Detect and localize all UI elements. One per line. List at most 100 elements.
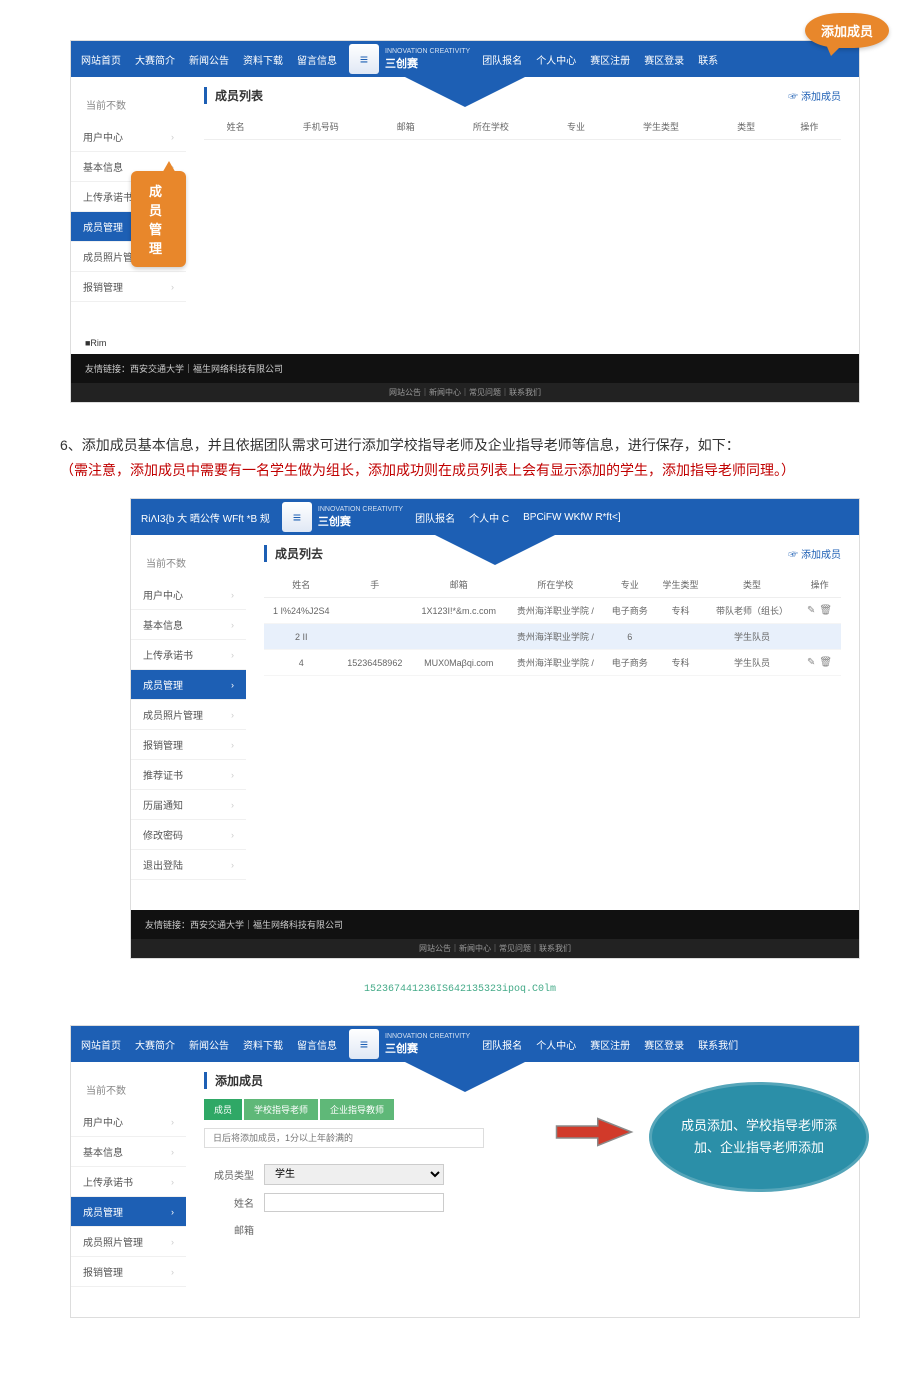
edit-icon[interactable]: ✎ (807, 657, 815, 668)
table-cell: 2 II (264, 624, 338, 650)
table-cell-ops: ✎🗑 (798, 650, 841, 676)
add-member-link[interactable]: ☞ 添加成员 (788, 546, 841, 561)
screenshot-2: RiΛI3{b 大 晒公传 WFft *B 规 ≡ INNOVATION CRE… (130, 498, 860, 959)
edit-icon[interactable]: ✎ (807, 605, 815, 616)
select-member-type[interactable]: 学生 (264, 1164, 444, 1185)
hint-input[interactable] (204, 1128, 484, 1148)
sidebar-item[interactable]: 用户中心› (71, 122, 186, 152)
chevron-right-icon: › (231, 680, 234, 690)
table-header-row-1: 姓名手机号码邮箱所在学校专业学生类型类型操作 (204, 114, 841, 140)
nav-item[interactable]: 联系 (698, 52, 718, 67)
table-header-cell: 手机号码 (267, 114, 374, 140)
top-nav-2: RiΛI3{b 大 晒公传 WFft *B 规 ≡ INNOVATION CRE… (131, 499, 859, 535)
tab-school-teacher[interactable]: 学校指导老师 (244, 1099, 318, 1120)
nav-item[interactable]: 赛区注册 (590, 1037, 630, 1052)
nav-item[interactable]: 新闻公告 (189, 1037, 229, 1052)
sidebar-item[interactable]: 成员管理› (71, 1197, 186, 1227)
sidebar-item[interactable]: 上传承诺书› (71, 1167, 186, 1197)
nav-triangle (405, 1062, 525, 1092)
table-row: 4 15236458962MUX0Maβqi.com 贵州海洋职业学院 /电子商… (264, 650, 841, 676)
footer-sub: 网站公告｜新闻中心｜常见问题｜联系我们 (71, 383, 859, 402)
sidebar-item[interactable]: 上传承诺书› (131, 640, 246, 670)
instruction-red: （需注意，添加成员中需要有一名学生做为组长，添加成功则在成员列表上会有显示添加的… (60, 462, 795, 478)
sidebar-item[interactable]: 成员照片管理› (71, 1227, 186, 1257)
sidebar-item-label: 基本信息 (83, 159, 123, 174)
nav-left-2: RiΛI3{b 大 晒公传 WFft *B 规 (141, 510, 270, 525)
code-line: 152367441236IS642135323ipoq.C0lm (0, 984, 920, 995)
nav-item[interactable]: 网站首页 (81, 1037, 121, 1052)
nav-item[interactable]: 个人中心 (536, 52, 576, 67)
sidebar-item-label: 上传承诺书 (143, 647, 193, 662)
sidebar-item[interactable]: 基本信息› (71, 1137, 186, 1167)
label-name: 姓名 (204, 1195, 254, 1210)
tab-member[interactable]: 成员 (204, 1099, 242, 1120)
nav-item[interactable]: 个人中 C (469, 510, 509, 525)
chevron-right-icon: › (231, 740, 234, 750)
nav-item[interactable]: 大赛简介 (135, 1037, 175, 1052)
nav-item[interactable]: 团队报名 (415, 510, 455, 525)
nav-item[interactable]: 资料下载 (243, 52, 283, 67)
input-email[interactable] (264, 1220, 444, 1238)
nav-item[interactable]: RiΛI3{b 大 晒公传 WFft *B 规 (141, 510, 270, 525)
table-header-row-2: 姓名手邮箱所在学校专业学生类型类型操作 (264, 572, 841, 598)
tab-enterprise-teacher[interactable]: 企业指导教师 (320, 1099, 394, 1120)
table-cell: 贵州海洋职业学院 / (506, 598, 604, 624)
sidebar-3: 当前不数 用户中心›基本信息›上传承诺书›成员管理›成员照片管理›报销管理› (71, 1062, 186, 1317)
add-member-link-label: 添加成员 (801, 550, 841, 561)
nav-item[interactable]: 赛区登录 (644, 1037, 684, 1052)
panel-title: 成员列去 (264, 545, 323, 562)
table-cell (338, 598, 411, 624)
sidebar-item[interactable]: 成员照片管理› (131, 700, 246, 730)
table-cell (655, 624, 706, 650)
chevron-right-icon: › (171, 1267, 174, 1277)
sidebar-item[interactable]: 退出登陆› (131, 850, 246, 880)
nav-item[interactable]: 联系我们 (698, 1037, 738, 1052)
sidebar-item[interactable]: 用户中心› (131, 580, 246, 610)
logo-sub: INNOVATION CREATIVITY (385, 48, 470, 55)
sidebar-item[interactable]: 报销管理› (71, 272, 186, 302)
nav-item[interactable]: 团队报名 (482, 1037, 522, 1052)
table-cell: 学生队员 (706, 650, 798, 676)
nav-item[interactable]: 赛区注册 (590, 52, 630, 67)
nav-item[interactable]: 团队报名 (482, 52, 522, 67)
sidebar-item-label: 修改密码 (143, 827, 183, 842)
nav-item[interactable]: 网站首页 (81, 52, 121, 67)
table-cell: 贵州海洋职业学院 / (506, 650, 604, 676)
delete-icon[interactable]: 🗑 (819, 657, 832, 668)
add-member-link[interactable]: ☞ 添加成员 (788, 88, 841, 103)
nav-item[interactable]: BPCiFW WKfW R*ft<] (523, 512, 621, 523)
arrow-icon (549, 1117, 639, 1147)
input-name[interactable] (264, 1193, 444, 1212)
nav-item[interactable]: 个人中心 (536, 1037, 576, 1052)
delete-icon[interactable]: 🗑 (819, 605, 832, 616)
sidebar-item[interactable]: 成员管理› (131, 670, 246, 700)
top-nav: 网站首页 大赛简介 新闻公告 资料下载 留言信息 ≡ INNOVATION CR… (71, 41, 859, 77)
sidebar-item-label: 成员照片管理 (83, 1234, 143, 1249)
nav-item[interactable]: 大赛简介 (135, 52, 175, 67)
sidebar-item-label: 推荐证书 (143, 767, 183, 782)
nav-item[interactable]: 留言信息 (297, 52, 337, 67)
callout-add-member: 添加成员 (805, 13, 889, 48)
nav-item[interactable]: 留言信息 (297, 1037, 337, 1052)
logo: ≡ INNOVATION CREATIVITY 三创赛 (282, 502, 403, 532)
sidebar-item-label: 退出登陆 (143, 857, 183, 872)
sidebar-item[interactable]: 推荐证书› (131, 760, 246, 790)
sidebar-list-3: 用户中心›基本信息›上传承诺书›成员管理›成员照片管理›报销管理› (71, 1107, 186, 1287)
nav-item[interactable]: 资料下载 (243, 1037, 283, 1052)
nav-item[interactable]: 赛区登录 (644, 52, 684, 67)
top-nav-3: 网站首页 大赛简介 新闻公告 资料下载 留言信息 ≡ INNOVATION CR… (71, 1026, 859, 1062)
form-row-name: 姓名 (204, 1193, 841, 1212)
sidebar-item[interactable]: 报销管理 › (131, 730, 246, 760)
sidebar-item[interactable]: 报销管理› (71, 1257, 186, 1287)
sidebar-item[interactable]: 历届通知› (131, 790, 246, 820)
chevron-right-icon: › (171, 1177, 174, 1187)
table-header-cell: 专业 (604, 572, 655, 598)
nav-item[interactable]: 新闻公告 (189, 52, 229, 67)
sidebar-item[interactable]: 基本信息› (131, 610, 246, 640)
table-header-cell: 姓名 (264, 572, 338, 598)
sidebar-item-label: 报销管理 (143, 737, 183, 752)
logo: ≡ INNOVATION CREATIVITY 三创赛 (349, 44, 470, 74)
label-type: 成员类型 (204, 1167, 254, 1182)
sidebar-item[interactable]: 用户中心› (71, 1107, 186, 1137)
sidebar-item[interactable]: 修改密码› (131, 820, 246, 850)
